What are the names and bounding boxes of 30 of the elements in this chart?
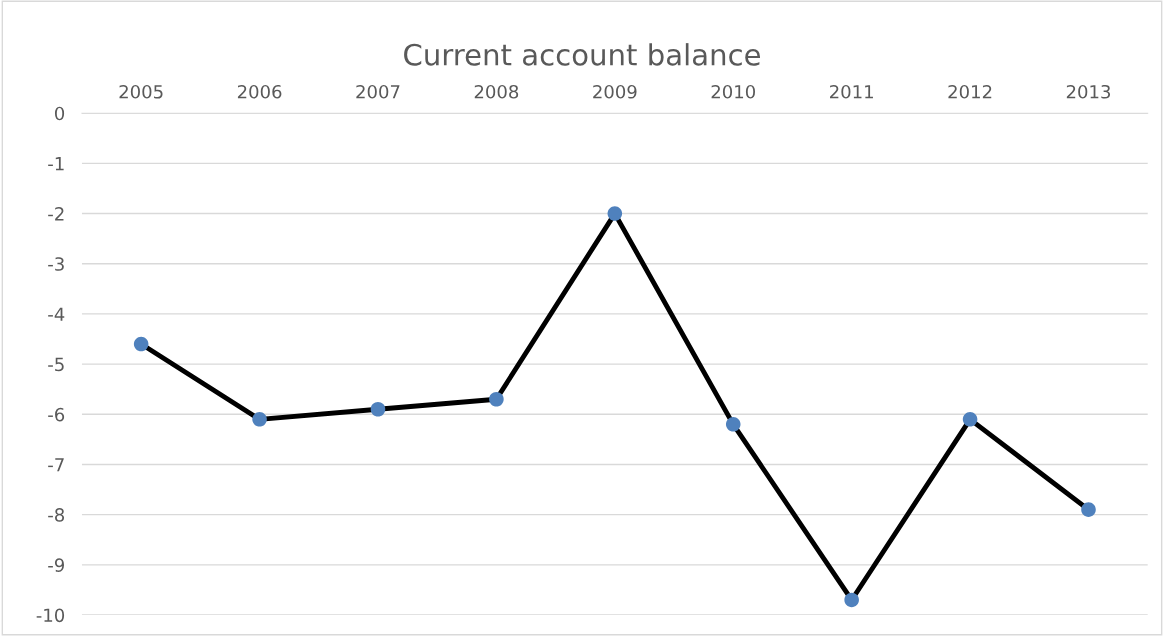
x-tick-label: 2010 [711,84,756,99]
y-tick-label: -9 [48,558,65,572]
point [370,401,386,417]
x-tick-label: 2009 [593,84,637,99]
point [252,412,267,427]
x-tick-label: 2005 [119,84,163,99]
y-tick-label: -5 [48,357,64,372]
point [133,336,149,352]
x-tick-label: 2006 [237,84,282,99]
x-tick-label: 2007 [356,84,400,99]
y-tick-label: -3 [48,257,64,271]
y-tick-label: 0 [54,106,65,121]
y-tick-label: -4 [48,307,65,321]
point [725,417,741,432]
point [607,206,623,221]
y-tick-label: -1 [48,157,64,171]
y-tick-label: -2 [48,207,64,221]
x-tick-label: 2013 [1066,84,1111,99]
y-tick-label: -8 [48,508,65,522]
chart-title: Current account balance [404,43,760,66]
x-tick-label: 2008 [474,84,519,99]
y-tick-label: -6 [48,407,65,422]
x-tick-label: 2012 [948,84,992,99]
point [489,391,504,407]
x-tick-label: 2011 [830,84,873,99]
point [844,592,859,608]
point [962,412,978,427]
y-tick-label: -10 [36,608,65,623]
y-tick-label: -7 [48,458,64,472]
point [1081,502,1096,517]
